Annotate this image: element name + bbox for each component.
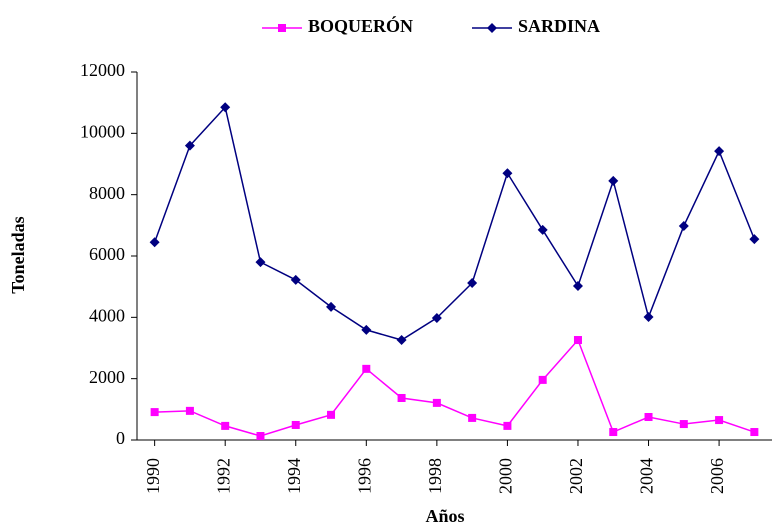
- marker: [221, 421, 230, 430]
- marker: [503, 421, 512, 430]
- marker: [538, 375, 547, 384]
- marker: [184, 140, 195, 151]
- series-line: [154, 338, 755, 437]
- marker: [361, 324, 372, 335]
- marker: [431, 312, 442, 323]
- marker: [608, 175, 619, 186]
- marker: [396, 335, 407, 346]
- marker: [327, 410, 336, 419]
- marker: [715, 416, 724, 425]
- marker: [467, 277, 478, 288]
- marker: [149, 237, 160, 248]
- marker: [502, 168, 513, 179]
- marker: [362, 364, 371, 373]
- marker: [609, 428, 618, 437]
- x-tick-label: 2000: [496, 458, 516, 494]
- y-tick-label: 8000: [89, 183, 125, 203]
- marker: [678, 220, 689, 231]
- marker: [468, 413, 477, 422]
- y-tick-label: 12000: [80, 60, 125, 80]
- y-axis-label: Toneladas: [8, 216, 28, 293]
- marker: [255, 257, 266, 268]
- marker: [185, 406, 194, 415]
- marker: [150, 408, 159, 417]
- marker: [714, 146, 725, 157]
- x-tick-label: 1992: [213, 458, 233, 494]
- x-tick-label: 1994: [284, 458, 304, 494]
- x-tick-label: 1990: [143, 458, 163, 494]
- marker: [256, 432, 265, 441]
- x-tick-label: 2004: [637, 458, 657, 494]
- x-axis-label: Años: [425, 506, 464, 526]
- legend-label: SARDINA: [518, 16, 600, 36]
- x-tick-label: 2002: [566, 458, 586, 494]
- marker: [432, 398, 441, 407]
- x-tick-label: 1996: [354, 458, 374, 494]
- x-tick-label: 1998: [425, 458, 445, 494]
- marker: [397, 393, 406, 402]
- y-tick-label: 2000: [89, 367, 125, 387]
- marker: [291, 420, 300, 429]
- marker: [220, 102, 231, 113]
- marker: [278, 24, 286, 32]
- marker: [643, 312, 654, 323]
- marker: [326, 301, 337, 312]
- marker: [290, 274, 301, 285]
- x-tick-label: 2006: [707, 458, 727, 494]
- marker: [537, 224, 548, 235]
- y-tick-label: 4000: [89, 305, 125, 325]
- marker: [572, 281, 583, 292]
- marker: [573, 336, 582, 345]
- marker: [644, 413, 653, 421]
- marker: [749, 234, 760, 245]
- y-tick-label: 0: [116, 428, 125, 448]
- y-tick-label: 6000: [89, 244, 125, 264]
- marker: [679, 420, 688, 429]
- marker: [487, 23, 497, 33]
- series-line: [153, 105, 756, 341]
- marker: [750, 428, 759, 437]
- legend-label: BOQUERÓN: [308, 15, 413, 36]
- y-tick-label: 10000: [80, 121, 125, 141]
